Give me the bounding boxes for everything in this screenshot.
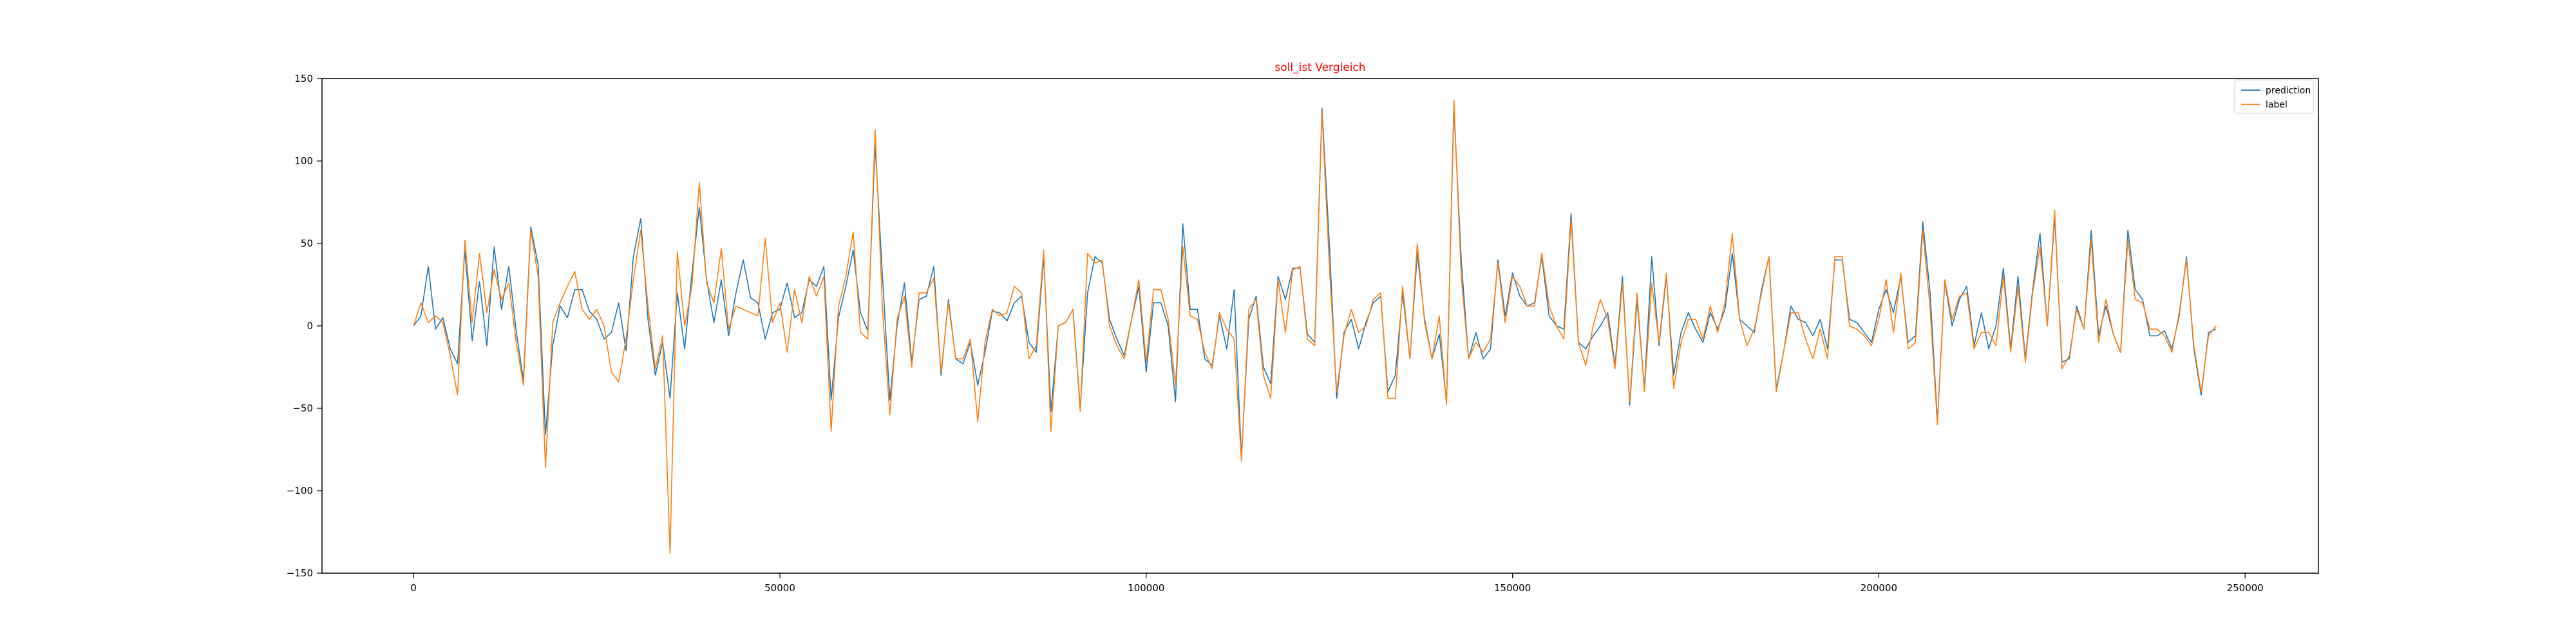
- x-tick-label: 250000: [2227, 582, 2264, 594]
- y-tick-label: −150: [287, 567, 313, 579]
- y-tick-label: −100: [287, 485, 313, 497]
- axis-ticks: 0 50000 100000 150000 200000 250000 −150 −100 −5…: [287, 73, 2264, 594]
- chart-title: soll_ist Vergleich: [1274, 61, 1365, 74]
- series-line-label: [413, 99, 2217, 554]
- x-tick-label: 150000: [1494, 582, 1531, 594]
- legend-box: [2234, 79, 2314, 114]
- y-tick-label: 50: [301, 238, 313, 249]
- legend-label-prediction: prediction: [2266, 86, 2311, 96]
- axes-frame: [321, 78, 2319, 574]
- y-tick-label: 150: [294, 73, 313, 84]
- x-tick-label: 50000: [764, 582, 795, 594]
- x-tick-label: 200000: [1861, 582, 1897, 594]
- series-layer: [413, 99, 2217, 554]
- x-tick-label: 100000: [1128, 582, 1164, 594]
- legend-label-label: label: [2266, 100, 2287, 110]
- legend: prediction label: [2234, 79, 2314, 114]
- x-tick-label: 0: [410, 582, 417, 594]
- y-tick-label: −50: [292, 402, 313, 414]
- y-tick-label: 0: [307, 320, 313, 332]
- y-tick-label: 100: [294, 155, 313, 167]
